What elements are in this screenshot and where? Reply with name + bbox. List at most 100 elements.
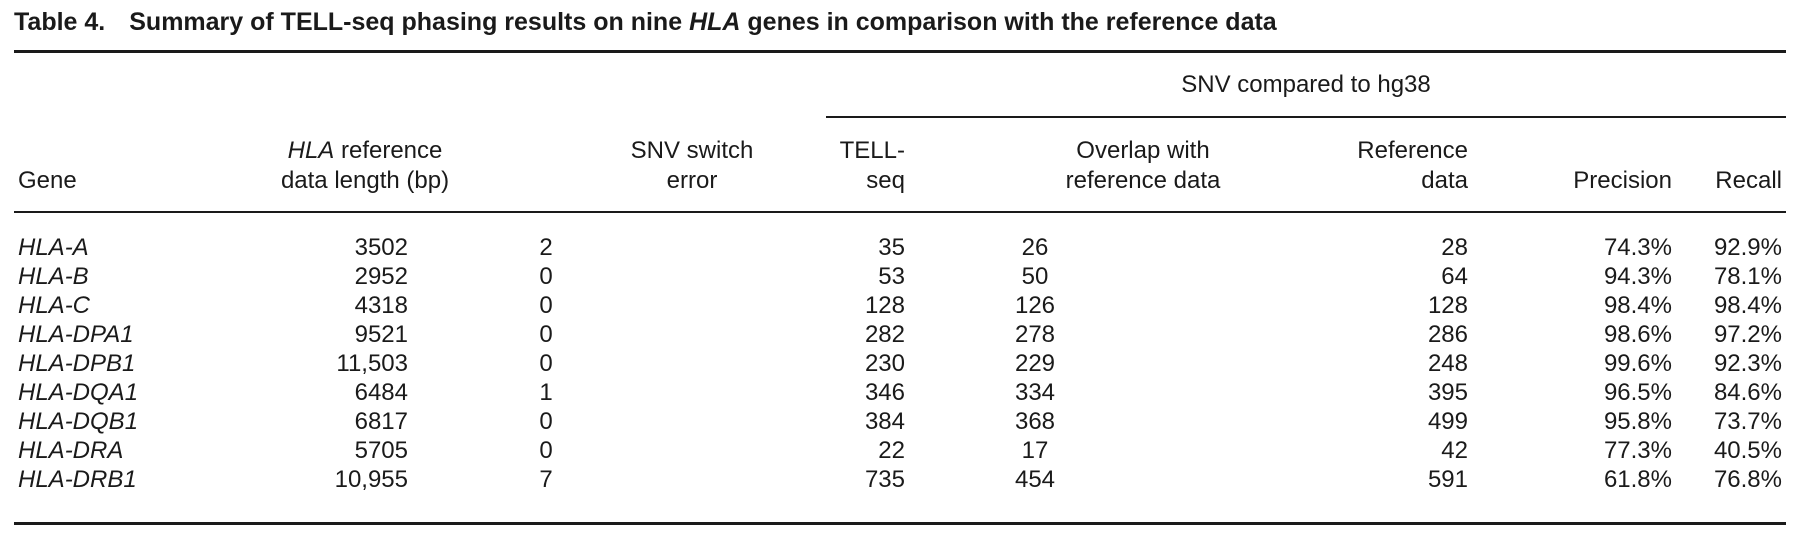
cell-reference: 395 xyxy=(1427,379,1468,406)
cell-overlap: 278 xyxy=(1014,321,1056,348)
cell-reference: 286 xyxy=(1427,321,1468,348)
table-label: Table 4. xyxy=(14,8,106,36)
cell-switch-error: 0 xyxy=(539,408,553,435)
cell-overlap: 126 xyxy=(1014,292,1056,319)
cell-gene: HLA-C xyxy=(18,292,91,319)
cell-recall: 92.3% xyxy=(1713,350,1782,377)
cell-tell-seq: 384 xyxy=(864,408,905,435)
row-indent xyxy=(0,349,18,378)
cell-gene: HLA-DRB1 xyxy=(18,466,137,493)
results-table: HLA-A 3502 2 35 26 28 74.3% 92.9% HLA-B 2952 0 53 50… xyxy=(0,233,1782,494)
cell-reference: 64 xyxy=(1441,263,1468,290)
row-indent xyxy=(0,291,18,320)
cell-length: 10,955 xyxy=(334,466,408,493)
row-indent xyxy=(0,378,18,407)
header-switch-line2: error xyxy=(666,167,718,194)
cell-overlap: 454 xyxy=(1014,466,1056,493)
header-recall: Recall xyxy=(1715,167,1782,194)
cell-length: 4318 xyxy=(354,292,408,319)
cell-switch-error: 0 xyxy=(539,350,553,377)
cell-recall: 92.9% xyxy=(1713,234,1782,261)
cell-precision: 95.8% xyxy=(1603,408,1672,435)
header-tell-line1: TELL- xyxy=(839,137,905,164)
row-indent xyxy=(0,262,18,291)
cell-overlap: 368 xyxy=(1014,408,1056,435)
cell-tell-seq: 128 xyxy=(864,292,905,319)
row-indent xyxy=(0,465,18,494)
cell-switch-error: 0 xyxy=(539,321,553,348)
caption-text-start: Summary of TELL-seq phasing results on n… xyxy=(129,8,690,36)
cell-tell-seq: 346 xyxy=(864,379,905,406)
caption-text-italic: HLA xyxy=(689,8,741,36)
table-row: HLA-C 4318 0 128 126 128 98.4% 98.4% xyxy=(0,291,1782,320)
header-rule xyxy=(14,211,1786,213)
header-refdata-line1: Reference xyxy=(1357,137,1468,164)
header-ref-length-italic: HLA xyxy=(287,137,335,164)
header-tell-seq: TELL- seq xyxy=(840,136,905,196)
cell-gene: HLA-DQB1 xyxy=(18,408,139,435)
table-row: HLA-DRB1 10,955 7 735 454 591 61.8% 76.8% xyxy=(0,465,1782,494)
cell-tell-seq: 230 xyxy=(864,350,905,377)
cell-tell-seq: 22 xyxy=(878,437,905,464)
cell-precision: 61.8% xyxy=(1603,466,1672,493)
cell-precision: 98.6% xyxy=(1603,321,1672,348)
header-precision: Precision xyxy=(1573,167,1672,194)
caption-text-end: genes in comparison with the reference d… xyxy=(740,8,1277,36)
cell-length: 2952 xyxy=(354,263,408,290)
table-row: HLA-DQB1 6817 0 384 368 499 95.8% 73.7% xyxy=(0,407,1782,436)
cell-switch-error: 2 xyxy=(539,234,553,261)
header-snv-group: SNV compared to hg38 xyxy=(1181,71,1431,98)
header-switch-error: SNV switch error xyxy=(631,136,754,196)
header-gene: Gene xyxy=(18,167,77,194)
group-span-rule xyxy=(826,116,1786,118)
top-rule xyxy=(14,50,1786,53)
cell-switch-error: 0 xyxy=(539,263,553,290)
table-row: HLA-DQA1 6484 1 346 334 395 96.5% 84.6% xyxy=(0,378,1782,407)
cell-tell-seq: 282 xyxy=(864,321,905,348)
cell-precision: 98.4% xyxy=(1603,292,1672,319)
cell-precision: 96.5% xyxy=(1603,379,1672,406)
cell-overlap: 26 xyxy=(1021,234,1049,261)
cell-length: 11,503 xyxy=(336,350,408,377)
cell-recall: 97.2% xyxy=(1713,321,1782,348)
cell-switch-error: 1 xyxy=(539,379,553,406)
cell-reference: 248 xyxy=(1427,350,1468,377)
cell-gene: HLA-DQA1 xyxy=(18,379,139,406)
cell-recall: 40.5% xyxy=(1713,437,1782,464)
header-overlap-line1: Overlap with xyxy=(1076,137,1210,164)
cell-gene: HLA-DPB1 xyxy=(18,350,136,377)
cell-tell-seq: 53 xyxy=(878,263,905,290)
header-reference-data: Reference data xyxy=(1357,136,1468,196)
table-row: HLA-DPB1 11,503 0 230 229 248 99.6% 92.3% xyxy=(0,349,1782,378)
table-row: HLA-DPA1 9521 0 282 278 286 98.6% 97.2% xyxy=(0,320,1782,349)
cell-switch-error: 0 xyxy=(539,292,553,319)
table-row: HLA-DRA 5705 0 22 17 42 77.3% 40.5% xyxy=(0,436,1782,465)
cell-switch-error: 0 xyxy=(539,437,553,464)
cell-gene: HLA-A xyxy=(18,234,89,261)
cell-tell-seq: 35 xyxy=(878,234,905,261)
cell-recall: 98.4% xyxy=(1713,292,1782,319)
row-indent xyxy=(0,436,18,465)
header-ref-length-rest: reference xyxy=(334,137,443,164)
header-overlap-line2: reference data xyxy=(1065,167,1221,194)
cell-precision: 94.3% xyxy=(1603,263,1672,290)
cell-overlap: 50 xyxy=(1021,263,1049,290)
row-indent xyxy=(0,233,18,262)
cell-length: 5705 xyxy=(354,437,408,464)
cell-reference: 499 xyxy=(1427,408,1468,435)
cell-precision: 77.3% xyxy=(1603,437,1672,464)
cell-length: 6484 xyxy=(354,379,408,406)
cell-tell-seq: 735 xyxy=(864,466,905,493)
cell-recall: 76.8% xyxy=(1713,466,1782,493)
cell-reference: 128 xyxy=(1427,292,1468,319)
header-ref-length: HLA reference data length (bp) xyxy=(281,136,449,196)
cell-recall: 73.7% xyxy=(1713,408,1782,435)
header-switch-line1: SNV switch xyxy=(630,137,754,164)
bottom-rule xyxy=(14,522,1786,525)
header-ref-length-line2: data length (bp) xyxy=(280,167,450,194)
cell-precision: 99.6% xyxy=(1603,350,1672,377)
table-caption: Table 4. Summary of TELL-seq phasing resu… xyxy=(14,8,1277,37)
header-overlap: Overlap with reference data xyxy=(1066,136,1221,196)
cell-length: 6817 xyxy=(354,408,408,435)
row-indent xyxy=(0,320,18,349)
